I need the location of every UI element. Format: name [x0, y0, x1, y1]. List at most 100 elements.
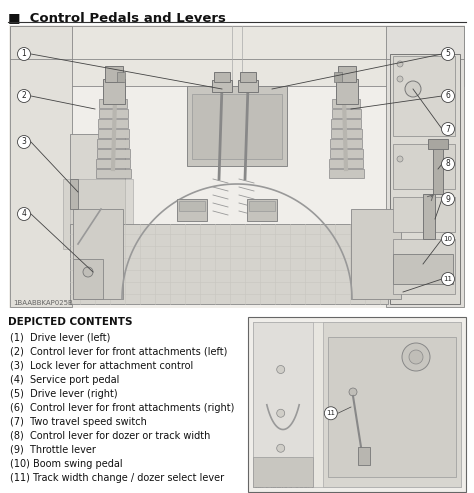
Circle shape [83, 267, 93, 277]
Bar [433, 144, 443, 194]
Bar [238, 80, 258, 92]
Bar [192, 94, 282, 159]
Bar [249, 201, 275, 211]
Bar [329, 169, 364, 178]
Bar [63, 179, 133, 249]
Bar [330, 149, 363, 158]
Bar [73, 209, 123, 299]
Bar [117, 72, 125, 82]
Bar [10, 26, 464, 86]
Circle shape [18, 90, 30, 103]
Bar [96, 159, 130, 168]
Bar [332, 99, 360, 108]
Text: 8: 8 [446, 160, 450, 169]
Text: 1BAABBKAP003A: 1BAABBKAP003A [253, 483, 313, 489]
Text: (9)  Throttle lever: (9) Throttle lever [10, 445, 96, 455]
Bar [97, 149, 130, 158]
Text: 2: 2 [22, 92, 27, 101]
Circle shape [441, 47, 455, 61]
Bar [248, 317, 466, 492]
Bar [253, 322, 313, 487]
Bar [334, 72, 342, 82]
Bar [393, 56, 455, 136]
Circle shape [409, 350, 423, 364]
Text: 6: 6 [446, 92, 450, 101]
Bar [179, 201, 205, 211]
Text: (11) Track width change / dozer select lever: (11) Track width change / dozer select l… [10, 473, 224, 483]
Text: (6)  Control lever for front attachments (right): (6) Control lever for front attachments … [10, 403, 234, 413]
Circle shape [441, 90, 455, 103]
Bar [99, 109, 128, 118]
Bar [393, 239, 455, 294]
Bar [240, 72, 256, 82]
Bar [386, 26, 464, 307]
Bar [99, 99, 127, 108]
Text: 1BAABBKAP025B: 1BAABBKAP025B [13, 300, 73, 306]
Bar [428, 139, 448, 149]
Bar [214, 72, 230, 82]
Text: 11: 11 [326, 410, 335, 416]
Circle shape [277, 365, 285, 374]
Text: 1: 1 [22, 49, 27, 59]
Bar [8, 24, 466, 309]
Bar [393, 144, 455, 189]
Bar [253, 322, 461, 487]
Circle shape [324, 407, 337, 420]
Text: 5: 5 [446, 49, 450, 59]
Text: (8)  Control lever for dozer or track width: (8) Control lever for dozer or track wid… [10, 431, 210, 441]
Circle shape [441, 233, 455, 246]
Text: (5)  Drive lever (right): (5) Drive lever (right) [10, 389, 118, 399]
Circle shape [405, 81, 421, 97]
Text: (7)  Two travel speed switch: (7) Two travel speed switch [10, 417, 147, 427]
Bar [423, 194, 435, 239]
Text: 3: 3 [21, 138, 27, 146]
Text: 4: 4 [21, 210, 27, 218]
Bar [390, 54, 460, 304]
Text: 10: 10 [444, 236, 453, 242]
Bar [329, 159, 363, 168]
Bar [97, 139, 129, 148]
Bar [332, 109, 361, 118]
Bar [358, 447, 370, 465]
Bar [331, 129, 362, 138]
Circle shape [349, 388, 357, 396]
Bar [98, 129, 129, 138]
Bar [177, 199, 207, 221]
Text: ■  Control Pedals and Levers: ■ Control Pedals and Levers [8, 11, 226, 24]
Bar [70, 224, 388, 304]
Bar [338, 66, 356, 82]
Circle shape [18, 136, 30, 148]
Bar [70, 179, 78, 209]
Bar [393, 197, 455, 232]
Circle shape [18, 47, 30, 61]
Bar [253, 457, 313, 487]
Bar [73, 259, 103, 299]
Text: (10) Boom swing pedal: (10) Boom swing pedal [10, 459, 123, 469]
Text: (2)  Control lever for front attachments (left): (2) Control lever for front attachments … [10, 347, 228, 357]
Bar [330, 139, 362, 148]
Bar [9, 25, 465, 308]
Text: DEPICTED CONTENTS: DEPICTED CONTENTS [8, 317, 133, 327]
Bar [96, 169, 131, 178]
Bar [212, 80, 232, 92]
Circle shape [441, 273, 455, 285]
Bar [70, 134, 125, 234]
Text: 11: 11 [444, 276, 453, 282]
Text: 9: 9 [446, 195, 450, 204]
Bar [187, 86, 287, 166]
Bar [10, 26, 72, 307]
Circle shape [277, 409, 285, 417]
Text: 7: 7 [446, 125, 450, 134]
Bar [328, 337, 456, 477]
Bar [323, 322, 461, 487]
Circle shape [277, 444, 285, 452]
Circle shape [441, 192, 455, 206]
Bar [336, 79, 358, 104]
Text: (3)  Lock lever for attachment control: (3) Lock lever for attachment control [10, 361, 193, 371]
Bar [393, 254, 453, 284]
Circle shape [441, 122, 455, 136]
Circle shape [18, 208, 30, 220]
Circle shape [402, 343, 430, 371]
Circle shape [441, 157, 455, 171]
Text: (4)  Service port pedal: (4) Service port pedal [10, 375, 119, 385]
